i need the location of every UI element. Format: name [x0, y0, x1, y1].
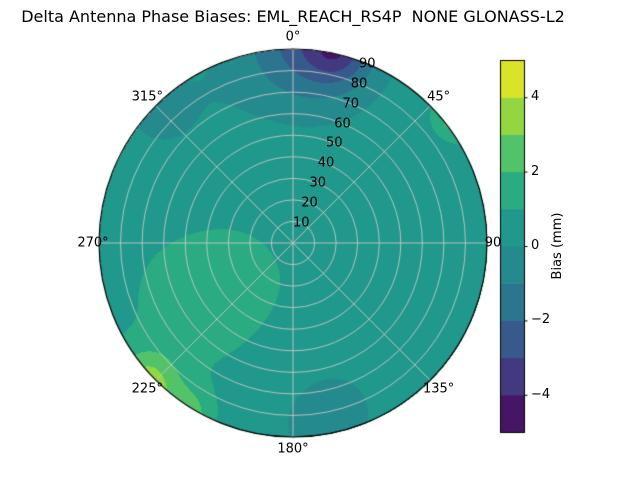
azimuth-tick-label: 225° [131, 381, 163, 397]
radial-tick-label: 50 [325, 135, 343, 151]
azimuth-tick-label: 315° [131, 89, 163, 105]
radial-tick-label: 10 [292, 215, 310, 231]
radial-tick-label: 70 [342, 96, 360, 112]
colorbar-tick-label: 2 [531, 163, 540, 179]
azimuth-tick-label: 180° [277, 441, 309, 457]
colorbar-tick-label: 0 [531, 238, 540, 253]
radial-tick-label: 90 [358, 56, 376, 72]
radial-tick-label: 80 [350, 76, 368, 92]
azimuth-tick-label: 135° [422, 381, 455, 397]
radial-tick-label: 20 [301, 195, 318, 211]
colorbar-tick-label: 4 [531, 89, 540, 105]
radial-tick-label: 60 [334, 116, 351, 131]
radial-tick-label: 40 [317, 155, 335, 171]
azimuth-tick-label: 0° [285, 29, 301, 45]
colorbar-tick-label: −2 [531, 312, 551, 328]
chart-title: Delta Antenna Phase Biases: EML_REACH_RS… [21, 7, 565, 26]
colorbar-tick-label: −4 [531, 386, 551, 402]
azimuth-tick-label: 90 [484, 235, 502, 251]
radial-tick-label: 30 [309, 175, 327, 191]
azimuth-tick-label: 270° [77, 235, 109, 251]
azimuth-tick-label: 45° [427, 89, 451, 105]
colorbar-axis-label: Bias (mm) [550, 212, 565, 280]
